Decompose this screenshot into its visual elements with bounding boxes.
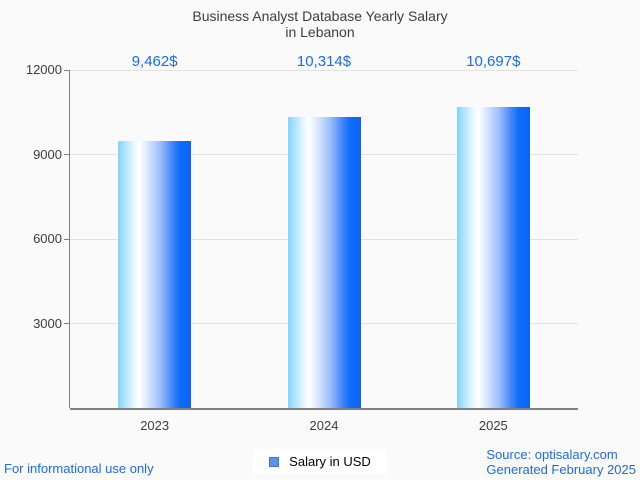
value-label-2025: 10,697$ (466, 53, 521, 70)
y-axis-line (69, 70, 70, 408)
source-block: Source: optisalary.com Generated Februar… (486, 447, 636, 477)
y-tick-6000 (64, 238, 70, 240)
x-axis-line (70, 408, 578, 410)
x-tick-label-2025: 2025 (478, 418, 508, 433)
bar-2023 (118, 141, 192, 408)
x-tick-label-2024: 2024 (309, 418, 339, 433)
disclaimer-note: For informational use only (4, 461, 154, 476)
y-tick-label-9000: 9000 (33, 146, 62, 162)
value-label-2024: 10,314$ (296, 53, 352, 70)
legend: Salary in USD (0, 449, 640, 474)
bar-2025 (456, 106, 530, 408)
y-tick-9000 (64, 154, 70, 155)
legend-box: Salary in USD (253, 449, 387, 474)
y-tick-label-12000: 12000 (25, 62, 62, 77)
legend-label: Salary in USD (289, 454, 371, 469)
x-tick-label-2023: 2023 (140, 418, 170, 433)
value-label-2023: 9,462$ (131, 53, 178, 70)
gridline-12000 (70, 69, 578, 71)
bar-2024 (287, 117, 361, 408)
y-tick-3000 (64, 323, 70, 324)
source-link[interactable]: Source: optisalary.com (486, 447, 618, 462)
generated-date: Generated February 2025 (486, 462, 636, 477)
y-tick-label-3000: 3000 (33, 315, 62, 331)
chart-title-line1: Business Analyst Database Yearly Salary (192, 8, 448, 24)
chart-title-line2: in Lebanon (285, 24, 355, 40)
legend-swatch-icon (269, 456, 280, 467)
chart-title: Business Analyst Database Yearly Salary … (0, 8, 640, 40)
y-tick-label-6000: 6000 (33, 231, 62, 246)
y-tick-12000 (64, 69, 70, 71)
